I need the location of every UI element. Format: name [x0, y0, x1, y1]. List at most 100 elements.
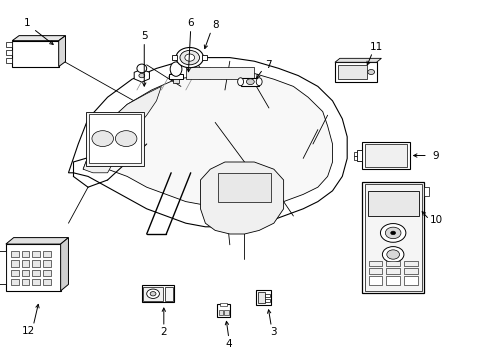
Bar — [0, 251, 6, 284]
Ellipse shape — [170, 62, 182, 76]
Bar — [43, 251, 51, 257]
Bar — [6, 58, 12, 63]
Ellipse shape — [137, 64, 146, 73]
Polygon shape — [334, 58, 381, 62]
Polygon shape — [83, 86, 161, 173]
Bar — [11, 279, 19, 285]
Bar — [6, 244, 61, 291]
Bar — [11, 251, 19, 257]
Bar — [12, 41, 59, 67]
Bar — [165, 287, 172, 301]
Bar — [403, 276, 417, 285]
Bar — [256, 290, 270, 305]
Ellipse shape — [150, 292, 156, 296]
Ellipse shape — [380, 224, 405, 242]
Bar — [337, 65, 366, 79]
Ellipse shape — [382, 247, 403, 262]
Bar — [89, 114, 141, 163]
Ellipse shape — [386, 250, 399, 259]
Bar — [403, 268, 417, 274]
Bar — [334, 62, 376, 82]
Ellipse shape — [184, 54, 194, 61]
Bar — [21, 251, 29, 257]
Bar — [169, 74, 183, 79]
Bar — [21, 270, 29, 276]
Text: 9: 9 — [431, 150, 438, 161]
Polygon shape — [61, 238, 68, 291]
Bar — [43, 279, 51, 285]
Ellipse shape — [176, 48, 203, 68]
Ellipse shape — [256, 78, 262, 86]
Polygon shape — [83, 72, 332, 209]
Bar — [361, 142, 409, 169]
Text: 5: 5 — [141, 31, 147, 41]
Bar — [424, 187, 428, 196]
Bar — [364, 184, 421, 291]
Bar — [143, 287, 163, 301]
Ellipse shape — [139, 73, 144, 78]
Bar — [11, 260, 19, 267]
Bar — [356, 150, 361, 161]
Bar — [386, 268, 399, 274]
Bar — [11, 270, 19, 276]
Bar — [386, 261, 399, 266]
Polygon shape — [68, 58, 346, 227]
Bar — [264, 294, 269, 297]
Bar — [364, 144, 406, 167]
Polygon shape — [200, 162, 283, 234]
Bar — [6, 42, 12, 47]
Bar — [21, 260, 29, 267]
Bar — [367, 191, 418, 216]
Text: 12: 12 — [21, 326, 35, 336]
Bar — [32, 260, 40, 267]
Ellipse shape — [237, 78, 243, 86]
Ellipse shape — [246, 79, 254, 85]
Bar — [85, 112, 144, 166]
Bar — [43, 270, 51, 276]
Polygon shape — [59, 36, 65, 67]
Bar — [218, 310, 223, 315]
Ellipse shape — [92, 131, 113, 147]
Text: 2: 2 — [160, 327, 167, 337]
Bar — [202, 55, 207, 60]
Bar — [386, 276, 399, 285]
Bar — [353, 152, 356, 156]
Ellipse shape — [146, 289, 159, 298]
Bar — [21, 279, 29, 285]
Text: 1: 1 — [23, 18, 30, 28]
Text: 3: 3 — [270, 327, 277, 337]
Bar — [43, 260, 51, 267]
Bar — [368, 261, 382, 266]
Ellipse shape — [115, 131, 137, 147]
Bar — [32, 270, 40, 276]
Bar — [361, 182, 424, 293]
Bar — [224, 310, 228, 315]
Bar — [172, 55, 177, 60]
Bar — [403, 261, 417, 266]
Bar — [185, 67, 254, 79]
Bar — [6, 50, 12, 55]
Bar — [257, 292, 264, 303]
Text: 4: 4 — [225, 339, 232, 349]
Bar — [172, 79, 179, 83]
Bar — [240, 78, 259, 86]
Bar — [142, 285, 173, 302]
Text: 10: 10 — [429, 215, 442, 225]
Bar — [32, 251, 40, 257]
Ellipse shape — [367, 69, 374, 75]
Bar — [368, 268, 382, 274]
Ellipse shape — [385, 227, 400, 239]
Bar — [264, 299, 269, 302]
Text: 6: 6 — [187, 18, 194, 28]
Text: 7: 7 — [264, 60, 271, 70]
Bar — [368, 276, 382, 285]
Ellipse shape — [180, 50, 199, 65]
Text: 11: 11 — [369, 42, 383, 52]
Bar — [216, 304, 230, 317]
Bar — [32, 279, 40, 285]
Polygon shape — [12, 36, 65, 41]
Bar — [217, 173, 271, 202]
Bar — [353, 156, 356, 160]
Bar — [219, 303, 227, 306]
Text: 8: 8 — [211, 20, 218, 30]
